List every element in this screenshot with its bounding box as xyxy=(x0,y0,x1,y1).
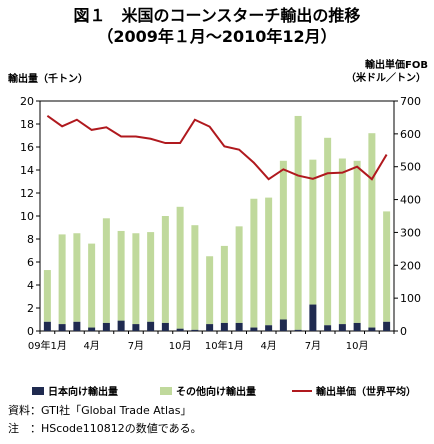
left-axis-title: 輸出量（千トン） xyxy=(8,74,88,85)
legend-swatch-japan xyxy=(32,386,44,395)
left-tick-label: 2 xyxy=(27,302,34,315)
right-tick-label: 100 xyxy=(400,292,421,305)
bar-japan xyxy=(309,304,317,331)
bar-japan xyxy=(265,325,273,331)
bar-japan xyxy=(132,324,140,331)
bar-other xyxy=(324,137,332,326)
price-line xyxy=(46,114,388,181)
bar-japan xyxy=(220,322,228,331)
bar-other xyxy=(102,218,110,323)
bar-japan xyxy=(279,319,287,331)
bar-japan xyxy=(250,327,258,331)
left-tick-label: 6 xyxy=(27,256,34,269)
legend: 日本向け輸出量 その他向け輸出量 輸出単価（世界平均） xyxy=(0,383,434,398)
right-tick-label: 0 xyxy=(400,325,407,338)
chart-title-line1: 図１ 米国のコーンスターチ輸出の推移 xyxy=(73,6,361,25)
left-tick-label: 14 xyxy=(20,164,34,177)
right-tick-label: 600 xyxy=(400,128,421,141)
bar-japan xyxy=(338,324,346,331)
legend-item-price: 輸出単価（世界平均） xyxy=(292,383,416,398)
legend-label-price: 輸出単価（世界平均） xyxy=(316,387,416,398)
legend-swatch-other xyxy=(160,386,172,395)
legend-label-japan: 日本向け輸出量 xyxy=(48,387,118,398)
x-tick-label: 4月 xyxy=(83,340,99,352)
left-tick-label: 20 xyxy=(20,95,34,108)
bar-japan xyxy=(368,327,376,331)
right-tick-label: 300 xyxy=(400,226,421,239)
left-tick-label: 18 xyxy=(20,118,34,131)
x-tick-label: 7月 xyxy=(305,340,321,352)
left-tick-label: 8 xyxy=(27,233,34,246)
bar-other xyxy=(309,159,317,305)
bar-japan xyxy=(383,321,391,331)
x-tick-label: 09年1月 xyxy=(28,339,67,352)
right-tick-label: 400 xyxy=(400,194,421,207)
bar-japan xyxy=(117,320,125,331)
left-tick-label: 10 xyxy=(20,210,34,223)
legend-label-other: その他向け輸出量 xyxy=(176,387,256,398)
bar-japan xyxy=(294,329,302,331)
right-tick-label: 500 xyxy=(400,161,421,174)
left-tick-label: 12 xyxy=(20,187,34,200)
legend-item-japan: 日本向け輸出量 xyxy=(32,383,118,398)
bar-other xyxy=(206,256,214,325)
right-tick-label: 200 xyxy=(400,259,421,272)
x-tick-label: 7月 xyxy=(128,340,144,352)
bar-japan xyxy=(206,324,214,331)
bar-other xyxy=(250,198,258,328)
bar-other xyxy=(338,158,346,325)
bar-other xyxy=(176,206,184,329)
bar-other xyxy=(147,232,155,322)
bar-other xyxy=(43,270,51,322)
bar-other xyxy=(265,197,273,326)
bar-other xyxy=(132,233,140,325)
bar-japan xyxy=(324,325,332,331)
x-tick-label: 10年1月 xyxy=(205,339,244,352)
bar-japan xyxy=(58,324,66,331)
x-tick-label: 10月 xyxy=(346,340,369,352)
footnote: 注 ：HScode110812の数値である。 xyxy=(8,422,202,435)
bar-japan xyxy=(102,322,110,331)
bar-other xyxy=(294,115,302,330)
bar-japan xyxy=(191,329,199,331)
chart-title-line2: （2009年１月〜2010年12月） xyxy=(97,27,337,46)
bar-japan xyxy=(88,327,96,331)
right-axis-title-line1: 輸出単価FOB xyxy=(365,60,428,71)
bar-other xyxy=(73,233,81,322)
right-tick-label: 700 xyxy=(400,95,421,108)
bar-other xyxy=(383,211,391,322)
bar-other xyxy=(220,245,228,323)
bar-other xyxy=(368,133,376,328)
bar-japan xyxy=(353,322,361,331)
bar-other xyxy=(88,243,96,328)
bar-japan xyxy=(161,322,169,331)
bar-other xyxy=(58,234,66,325)
bar-other xyxy=(117,230,125,321)
bar-other xyxy=(235,226,243,323)
legend-line-price xyxy=(292,389,312,392)
bar-other xyxy=(353,160,361,323)
x-tick-label: 10月 xyxy=(169,340,192,352)
bar-japan xyxy=(147,321,155,331)
left-tick-label: 0 xyxy=(27,325,34,338)
bar-other xyxy=(279,160,287,320)
bar-japan xyxy=(235,322,243,331)
source-note: 資料：GTI社「Global Trade Atlas」 xyxy=(8,404,192,417)
bar-other xyxy=(191,225,199,330)
bar-japan xyxy=(73,321,81,331)
right-axis-title-line2: （米ドル／トン） xyxy=(346,73,426,84)
left-tick-label: 4 xyxy=(27,279,34,292)
x-tick-label: 4月 xyxy=(260,340,276,352)
bar-japan xyxy=(176,328,184,331)
bar-japan xyxy=(43,321,51,331)
left-tick-label: 16 xyxy=(20,141,34,154)
bar-other xyxy=(161,216,169,323)
legend-item-other: その他向け輸出量 xyxy=(160,383,256,398)
